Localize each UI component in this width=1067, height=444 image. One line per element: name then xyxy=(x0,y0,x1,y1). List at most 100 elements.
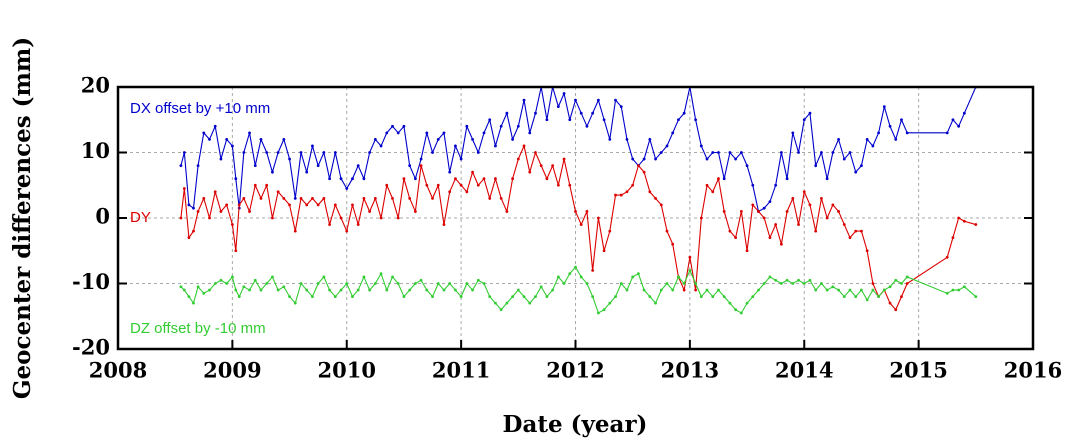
data-point xyxy=(282,138,286,141)
data-point xyxy=(242,196,246,200)
x-axis-title: Date (year) xyxy=(503,411,648,438)
data-point xyxy=(187,203,191,207)
data-point xyxy=(385,131,389,135)
data-point xyxy=(248,210,251,213)
data-point xyxy=(396,216,400,220)
data-point xyxy=(831,203,835,207)
data-point xyxy=(511,138,514,141)
data-point xyxy=(476,151,480,154)
data-point xyxy=(230,144,234,148)
data-point xyxy=(545,295,549,298)
data-point xyxy=(436,282,440,285)
data-point xyxy=(625,190,629,194)
data-point xyxy=(431,151,434,154)
data-point xyxy=(413,210,417,213)
data-point xyxy=(602,249,606,253)
data-point xyxy=(442,288,446,292)
data-point xyxy=(368,288,372,292)
data-point xyxy=(945,255,949,259)
data-point xyxy=(579,223,583,226)
data-point xyxy=(237,203,241,207)
data-point xyxy=(248,131,251,135)
data-point xyxy=(556,183,560,187)
data-point xyxy=(253,278,257,282)
data-point xyxy=(774,278,778,282)
data-point xyxy=(328,288,331,292)
data-point xyxy=(339,216,343,220)
data-point xyxy=(293,301,297,305)
data-point xyxy=(482,282,486,285)
data-point xyxy=(877,131,880,135)
data-point xyxy=(499,124,503,128)
data-point xyxy=(751,203,755,207)
data-point xyxy=(288,295,291,298)
data-point xyxy=(259,288,263,292)
data-point xyxy=(762,206,766,210)
data-point xyxy=(568,183,572,187)
data-point xyxy=(734,236,738,240)
data-point xyxy=(762,216,766,220)
data-point xyxy=(665,144,669,148)
data-point xyxy=(345,229,349,233)
data-point xyxy=(860,229,863,233)
data-point xyxy=(951,288,955,292)
data-point xyxy=(213,282,217,285)
x-tick-label: 2016 xyxy=(1004,358,1062,383)
data-point xyxy=(494,177,497,181)
data-point xyxy=(316,164,320,168)
data-point xyxy=(905,282,909,285)
data-point xyxy=(739,311,743,315)
data-point xyxy=(368,151,372,154)
data-point xyxy=(945,131,949,135)
data-point xyxy=(888,301,892,305)
data-point xyxy=(276,151,280,154)
x-tick-label: 2012 xyxy=(546,358,604,383)
x-tick-label: 2014 xyxy=(775,358,833,383)
data-point xyxy=(442,131,446,135)
data-point xyxy=(974,295,978,298)
data-point xyxy=(431,295,434,298)
data-point xyxy=(234,288,238,292)
data-point xyxy=(602,308,606,312)
data-point xyxy=(688,255,692,259)
data-point xyxy=(219,210,223,213)
data-point xyxy=(562,157,566,161)
data-point xyxy=(625,138,629,141)
data-point xyxy=(905,131,909,135)
data-point xyxy=(591,111,595,115)
data-point xyxy=(402,177,406,181)
data-point xyxy=(192,206,195,210)
data-point xyxy=(614,193,617,197)
data-point xyxy=(962,285,966,289)
data-point xyxy=(516,288,520,292)
data-point xyxy=(488,196,492,200)
data-point xyxy=(425,288,429,292)
data-point xyxy=(333,203,337,207)
data-point xyxy=(854,295,858,298)
data-point xyxy=(574,210,577,213)
data-point xyxy=(768,200,772,204)
data-point xyxy=(608,301,612,305)
data-point xyxy=(448,190,452,194)
data-point xyxy=(739,210,743,213)
data-point xyxy=(659,203,663,207)
data-point xyxy=(402,295,406,298)
data-point xyxy=(265,183,269,187)
data-point xyxy=(825,216,829,220)
annotation: DX offset by +10 mm xyxy=(130,100,270,117)
data-point xyxy=(596,98,600,102)
data-point xyxy=(837,288,840,292)
data-point xyxy=(722,210,726,213)
data-point xyxy=(425,183,429,187)
data-point xyxy=(465,282,469,285)
data-point xyxy=(208,138,211,141)
data-point xyxy=(900,118,903,122)
data-point xyxy=(505,210,509,213)
data-point xyxy=(276,190,280,194)
data-point xyxy=(797,151,800,154)
data-point xyxy=(230,275,234,279)
data-point xyxy=(682,111,686,115)
data-point xyxy=(871,288,875,292)
data-point xyxy=(820,282,823,285)
data-point xyxy=(192,301,195,305)
